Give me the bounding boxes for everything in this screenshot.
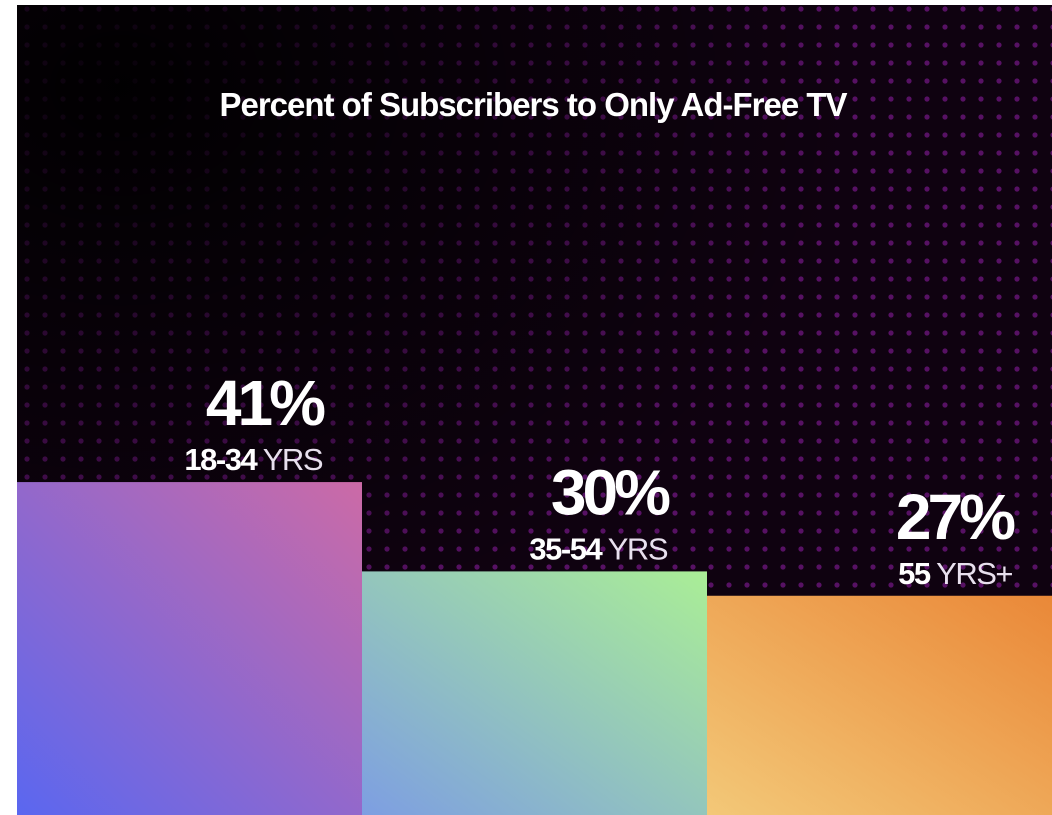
value-label: 27% (896, 481, 1015, 553)
value-label: 30% (551, 456, 670, 528)
bar (17, 482, 362, 815)
chart-title: Percent of Subscribers to Only Ad-Free T… (219, 86, 847, 123)
bar (362, 571, 707, 815)
category-label: 18-34 YRS (184, 442, 322, 477)
value-label: 41% (206, 367, 325, 439)
bar (707, 596, 1052, 815)
category-label: 55 YRS+ (898, 556, 1012, 591)
category-label: 35-54 YRS (529, 531, 667, 566)
